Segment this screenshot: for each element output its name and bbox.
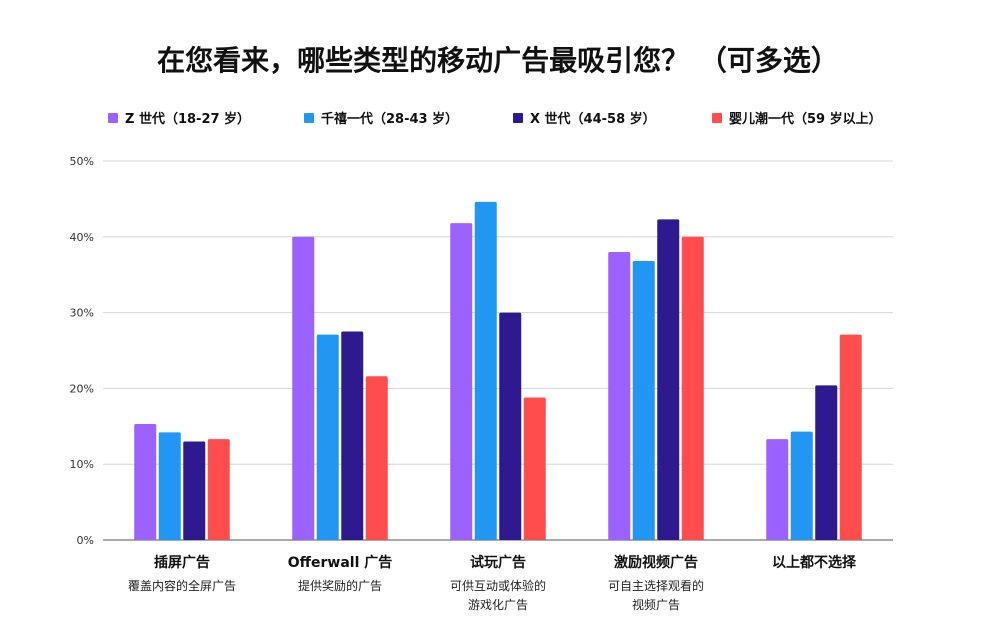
category-label: 激励视频广告 <box>614 554 698 571</box>
category-label: 以上都不选择 <box>772 554 857 571</box>
bar <box>681 236 704 541</box>
legend-label: 婴儿潮一代（59 岁以上） <box>729 111 882 127</box>
bar <box>608 251 631 540</box>
y-tick-label: 40% <box>70 231 94 244</box>
category-sublabel: 可供互动或体验的 <box>450 578 546 593</box>
y-tick-label: 10% <box>70 458 94 471</box>
chart-title: 在您看来，哪些类型的移动广告最吸引您？ （可多选） <box>157 44 839 77</box>
legend-label: Z 世代（18-27 岁） <box>125 111 250 127</box>
bars <box>134 201 862 541</box>
gridlines <box>103 160 893 541</box>
y-tick-label: 20% <box>70 382 94 395</box>
legend-label: X 世代（44-58 岁） <box>530 111 656 127</box>
bar <box>790 431 813 540</box>
y-tick-label: 0% <box>77 534 94 547</box>
category-sublabel: 视频广告 <box>632 597 680 612</box>
bar <box>632 261 655 540</box>
legend-swatch <box>108 113 118 123</box>
legend-swatch <box>513 113 523 123</box>
category-sublabel: 可自主选择观看的 <box>608 578 704 593</box>
bar <box>499 312 522 540</box>
legend-swatch <box>712 113 722 123</box>
bar <box>292 236 315 541</box>
category-label: Offerwall 广告 <box>288 554 393 571</box>
bar <box>207 439 230 540</box>
category-sublabel: 提供奖励的广告 <box>298 578 382 593</box>
bar <box>474 201 497 540</box>
bar <box>815 385 838 540</box>
bar <box>134 424 157 540</box>
bar <box>450 223 473 540</box>
category-sublabel: 游戏化广告 <box>468 598 528 612</box>
legend-swatch <box>304 113 314 123</box>
category-label: 试玩广告 <box>470 554 526 571</box>
bar <box>657 219 680 540</box>
bar <box>158 432 181 540</box>
bar <box>365 376 388 540</box>
category-sublabel: 覆盖内容的全屏广告 <box>128 578 236 593</box>
category-label: 插屏广告 <box>154 554 210 571</box>
legend-label: 千禧一代（28-43 岁） <box>321 111 458 127</box>
y-tick-label: 30% <box>70 307 94 320</box>
y-axis: 0% 10% 20% 30% 40% 50% <box>70 155 94 547</box>
bar <box>183 441 206 540</box>
bar <box>316 334 339 540</box>
legend: Z 世代（18-27 岁） 千禧一代（28-43 岁） X 世代（44-58 岁） 婴… <box>108 111 882 127</box>
bar <box>766 439 789 540</box>
bar <box>839 334 862 540</box>
bar <box>523 397 546 540</box>
y-tick-label: 50% <box>70 155 94 168</box>
bar <box>341 331 364 540</box>
